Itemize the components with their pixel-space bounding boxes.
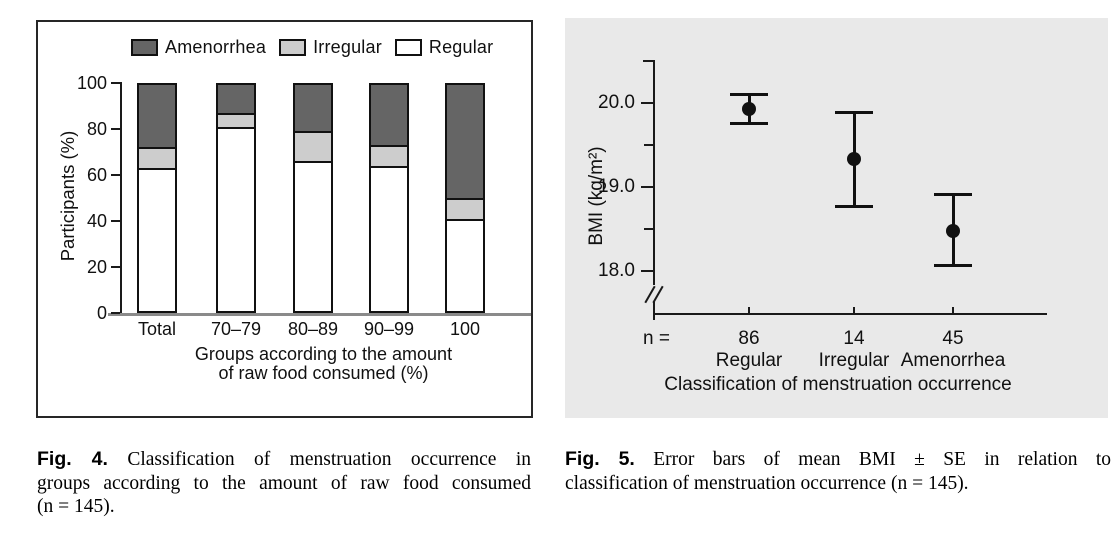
fig5-errorbar-cap-top bbox=[730, 93, 768, 97]
fig4-segment-amenorrhea bbox=[295, 85, 331, 134]
fig5-errorbar-cap-top bbox=[835, 110, 873, 114]
fig5-ytick-label: 20.0 bbox=[598, 92, 635, 113]
fig4-segment-amenorrhea bbox=[447, 85, 483, 200]
fig4-caption-line2: groups according to the amount of raw fo… bbox=[37, 472, 531, 494]
fig5-panel: BMI (kg/m²) n = Classification of menstr… bbox=[565, 18, 1108, 418]
fig4-caption-text1: Classification of menstruation occurrenc… bbox=[127, 449, 532, 470]
fig4-segment-irregular bbox=[295, 133, 331, 164]
fig4-xtick-label: 80–89 bbox=[287, 319, 339, 339]
fig5-ytick-minor bbox=[644, 228, 653, 230]
fig5-category-label: Irregular bbox=[818, 350, 890, 371]
fig5-mean-point bbox=[742, 101, 756, 116]
fig4-segment-irregular bbox=[371, 147, 407, 168]
fig5-y-axis-line bbox=[653, 60, 655, 285]
legend-label-amenorrhea: Amenorrhea bbox=[165, 37, 267, 57]
fig5-caption-line2: classification of menstruation occurrenc… bbox=[565, 472, 969, 494]
fig4-ytick-label: 20 bbox=[86, 257, 107, 277]
fig4-ytick-label: 0 bbox=[96, 303, 107, 323]
fig4-bar-4 bbox=[369, 83, 409, 313]
fig4-xtick-label: Total bbox=[137, 319, 177, 339]
fig4-y-axis-title: Participants (%) bbox=[57, 130, 78, 262]
fig4-ytick bbox=[111, 266, 120, 268]
fig4-caption-line1: Fig. 4. Classification of menstruation o… bbox=[37, 448, 531, 472]
fig4-xtick-label: 70–79 bbox=[210, 319, 262, 339]
fig5-errorbar-cap-bottom bbox=[835, 204, 873, 208]
fig4-xtick-label: 90–99 bbox=[363, 319, 415, 339]
fig4-segment-irregular bbox=[218, 114, 254, 129]
fig4-segment-amenorrhea bbox=[218, 85, 254, 115]
fig5-errorbar-cap-bottom bbox=[730, 121, 768, 125]
fig4-segment-amenorrhea bbox=[139, 85, 175, 150]
fig5-n-value: 86 bbox=[738, 328, 760, 349]
irregular-swatch-icon bbox=[279, 39, 307, 56]
fig4-caption-label: Fig. 4. bbox=[37, 448, 108, 470]
fig5-xtick bbox=[853, 307, 855, 313]
legend-label-irregular: Irregular bbox=[313, 37, 382, 57]
legend-item-regular: Regular bbox=[394, 37, 494, 58]
fig4-x-axis-line bbox=[108, 313, 531, 316]
fig4-segment-irregular bbox=[447, 200, 483, 221]
legend-item-amenorrhea: Amenorrhea bbox=[131, 37, 266, 58]
fig4-legend: Amenorrhea Irregular Regular bbox=[131, 37, 506, 58]
fig4-ytick bbox=[111, 82, 120, 85]
regular-swatch-icon bbox=[394, 39, 422, 56]
fig4-ytick bbox=[111, 220, 120, 222]
fig4-bar-1 bbox=[137, 83, 177, 313]
fig4-ytick-label: 100 bbox=[76, 73, 107, 93]
fig4-y-axis-line bbox=[120, 82, 122, 316]
fig5-n-value: 45 bbox=[942, 328, 964, 349]
fig4-xtick-label: 100 bbox=[449, 319, 481, 339]
fig5-mean-point bbox=[946, 223, 960, 238]
fig4-ytick bbox=[111, 312, 120, 314]
fig4-caption-line3: (n = 145). bbox=[37, 496, 115, 517]
fig5-caption-line1: Fig. 5. Error bars of mean BMI ± SE in r… bbox=[565, 448, 1111, 472]
fig5-caption-label: Fig. 5. bbox=[565, 448, 635, 470]
legend-label-regular: Regular bbox=[428, 37, 494, 57]
fig5-xtick bbox=[952, 307, 954, 313]
fig4-panel: Amenorrhea Irregular Regular Participant… bbox=[36, 20, 533, 418]
fig5-y-axis-line-below-break bbox=[653, 302, 655, 320]
fig4-caption: Fig. 4. Classification of menstruation o… bbox=[37, 448, 531, 519]
fig5-xtick bbox=[748, 307, 750, 313]
fig5-ytick-major bbox=[641, 186, 653, 188]
fig4-plot: Groups according to the amount of raw fo… bbox=[77, 73, 531, 383]
fig5-caption-text1: Error bars of mean BMI ± SE in relation … bbox=[653, 449, 1112, 470]
fig4-x-axis-title-line2: of raw food consumed (%) bbox=[218, 363, 429, 383]
fig5-errorbar-cap-bottom bbox=[934, 263, 972, 267]
fig4-ytick-label: 40 bbox=[86, 211, 107, 231]
fig5-ytick-minor bbox=[644, 144, 653, 146]
fig4-x-axis-title: Groups according to the amount of raw fo… bbox=[122, 345, 525, 383]
fig4-ytick bbox=[111, 174, 120, 176]
fig5-ytick-minor bbox=[643, 60, 653, 62]
fig5-x-axis-title: Classification of menstruation occurrenc… bbox=[664, 374, 1012, 395]
fig4-segment-amenorrhea bbox=[371, 85, 407, 148]
fig5-mean-point bbox=[847, 152, 861, 167]
fig5-n-value: 14 bbox=[843, 328, 865, 349]
fig5-ytick-major bbox=[641, 102, 653, 104]
amenorrhea-swatch-icon bbox=[131, 39, 158, 56]
fig4-bar-3 bbox=[293, 83, 333, 313]
fig5-x-axis-line bbox=[653, 313, 1047, 315]
fig5-category-label: Amenorrhea bbox=[900, 350, 1006, 371]
legend-item-irregular: Irregular bbox=[279, 37, 382, 58]
fig5-ytick-label: 18.0 bbox=[598, 260, 635, 281]
fig5-caption: Fig. 5. Error bars of mean BMI ± SE in r… bbox=[565, 448, 1111, 495]
fig4-ytick-label: 60 bbox=[86, 165, 107, 185]
fig5-ytick-major bbox=[641, 270, 653, 272]
fig5-ytick-label: 19.0 bbox=[598, 176, 635, 197]
fig4-ytick bbox=[111, 128, 120, 130]
fig5-n-prefix-label: n = bbox=[643, 328, 670, 349]
fig4-bar-5 bbox=[445, 83, 485, 313]
fig4-ytick-label: 80 bbox=[86, 119, 107, 139]
fig4-bar-2 bbox=[216, 83, 256, 313]
fig5-errorbar-cap-top bbox=[934, 193, 972, 197]
fig4-segment-irregular bbox=[139, 149, 175, 171]
fig4-x-axis-title-line1: Groups according to the amount bbox=[194, 344, 453, 364]
fig5-category-label: Regular bbox=[715, 350, 783, 371]
